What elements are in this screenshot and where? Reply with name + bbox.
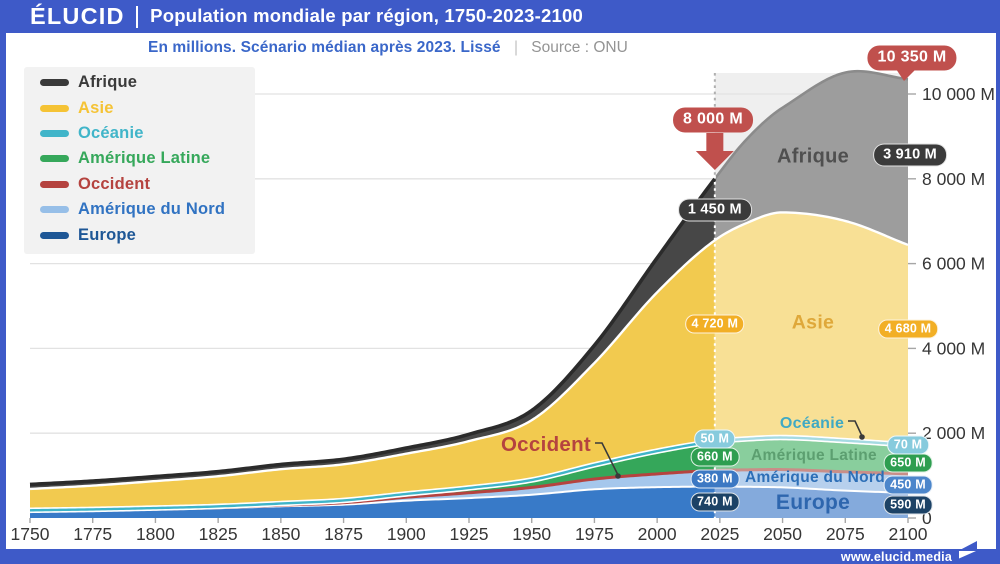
y-tick-label-8000: 8 000 M: [922, 169, 985, 189]
footer-url: www.elucid.media: [840, 550, 952, 564]
footer-bar: www.elucid.media: [0, 541, 1000, 564]
subtitle-source: Source : ONU: [531, 39, 628, 56]
oceanie-line-post: [714, 436, 909, 447]
legend-label-europe: Europe: [78, 225, 137, 244]
legend-label-occident: Occident: [78, 174, 151, 193]
occident-line-post: [714, 468, 909, 476]
oceanie-connector-dot: [859, 434, 865, 440]
x-tick-label-2000: 2000: [638, 524, 677, 544]
x-tick-label-2075: 2075: [826, 524, 865, 544]
right-border: [996, 0, 1000, 564]
area-europe-post: [714, 486, 908, 518]
y-tick-label-0: 0: [922, 508, 932, 528]
x-tick-label-1975: 1975: [575, 524, 614, 544]
legend-label-amerique-du-nord: Amérique du Nord: [78, 200, 226, 219]
amerique-du-nord-swatch: [40, 206, 69, 214]
sep-asie-top-pre: [29, 239, 716, 491]
header-divider: [135, 5, 139, 28]
oceanie-line-pre: [29, 440, 715, 512]
x-tick-label-1775: 1775: [73, 524, 112, 544]
x-tick-label-1800: 1800: [136, 524, 175, 544]
y-tick-label-4000: 4 000 M: [922, 338, 985, 358]
x-tick-label-1750: 1750: [11, 524, 50, 544]
legend-item-europe: Europe: [40, 222, 255, 247]
x-tick-label-1925: 1925: [450, 524, 489, 544]
legend: Afrique Asie Océanie Amérique Latine Occiden…: [24, 67, 255, 254]
legend-label-asie: Asie: [78, 98, 114, 117]
area-amerique-du-nord-post: [714, 469, 908, 493]
callout-2023-arrow: [695, 133, 734, 170]
afrique-swatch: [40, 79, 69, 87]
y-tick-label-10000: 10 000 M: [922, 84, 995, 104]
callout-peak-pointer: [896, 69, 916, 81]
x-tick-label-2050: 2050: [763, 524, 802, 544]
x-tick-label-1950: 1950: [512, 524, 551, 544]
total-line-post: [713, 69, 909, 180]
legend-item-afrique: Afrique: [40, 70, 255, 95]
legend-label-oceanie: Océanie: [78, 123, 144, 142]
occident-swatch: [40, 180, 69, 188]
sep-asie-top-post: [714, 211, 909, 247]
area-asie-post: [714, 212, 908, 444]
oceanie-connector-line: [848, 420, 863, 436]
occident-connector-dot: [615, 473, 621, 479]
x-tick-label-1900: 1900: [387, 524, 426, 544]
footer-logo-pennant: [958, 541, 977, 559]
subtitle: En millions. Scénario médian après 2023.…: [148, 39, 628, 57]
total-line-pre: [29, 177, 717, 487]
page-title: Population mondiale par région, 1750-202…: [150, 5, 583, 27]
legend-label-afrique: Afrique: [78, 73, 138, 92]
brand-logo: ÉLUCID: [30, 2, 125, 29]
area-afrique-post: [714, 71, 908, 245]
sep-europe-top-post: [714, 485, 909, 494]
legend-item-amerique-du-nord: Amérique du Nord: [40, 197, 255, 222]
amerique-latine-swatch: [40, 155, 69, 163]
y-tick-label-2000: 2 000 M: [922, 423, 985, 443]
x-tick-label-1825: 1825: [199, 524, 238, 544]
europe-swatch: [40, 231, 69, 239]
area-asie-pre: [30, 240, 715, 511]
legend-item-occident: Occident: [40, 172, 255, 197]
oceanie-swatch: [40, 129, 69, 137]
header-bar: ÉLUCID Population mondiale par région, 1…: [0, 0, 1000, 33]
occident-connector-line: [595, 442, 619, 475]
legend-label-amerique-latine: Amérique Latine: [78, 149, 211, 168]
pennant-lower-triangle: [959, 551, 976, 559]
x-tick-label-1850: 1850: [261, 524, 300, 544]
legend-item-amerique-latine: Amérique Latine: [40, 146, 255, 171]
legend-item-asie: Asie: [40, 95, 255, 120]
x-tick-label-2100: 2100: [889, 524, 928, 544]
pennant-upper-triangle: [958, 541, 977, 551]
subtitle-text: En millions. Scénario médian après 2023.…: [148, 39, 501, 56]
area-amerique-latine-post: [714, 438, 908, 474]
x-tick-label-1875: 1875: [324, 524, 363, 544]
x-tick-label-2025: 2025: [700, 524, 739, 544]
legend-item-oceanie: Océanie: [40, 121, 255, 146]
y-tick-label-6000: 6 000 M: [922, 254, 985, 274]
area-amerique-latine-pre: [30, 442, 715, 511]
asie-swatch: [40, 104, 69, 112]
left-border: [0, 0, 6, 564]
subtitle-separator: |: [513, 39, 518, 56]
